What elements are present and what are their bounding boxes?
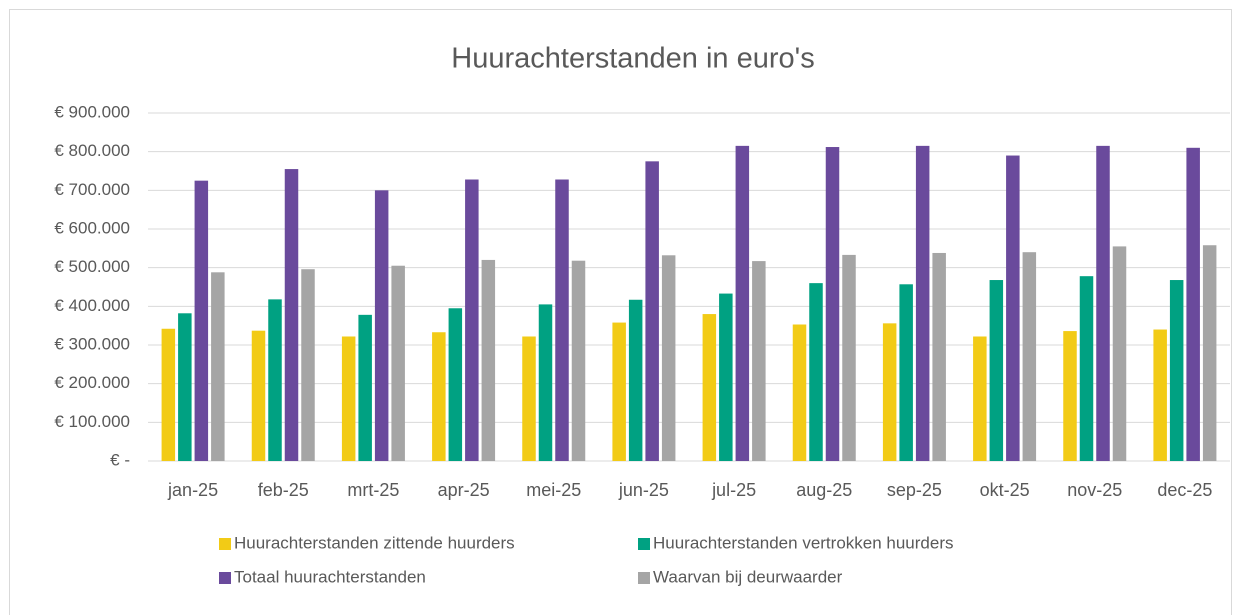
- x-tick-label: feb-25: [258, 480, 309, 500]
- bar: [1006, 155, 1020, 462]
- bar: [432, 332, 446, 461]
- bar: [882, 323, 897, 461]
- bar: [735, 145, 750, 461]
- bar: [571, 260, 586, 461]
- bar: [1022, 252, 1037, 461]
- bar: [809, 283, 823, 461]
- x-tick-label: dec-25: [1157, 480, 1212, 500]
- bar: [973, 336, 987, 461]
- bar: [989, 280, 1004, 461]
- bar: [702, 314, 717, 461]
- bar: [341, 336, 356, 461]
- x-tick-label: nov-25: [1067, 480, 1122, 500]
- bar: [661, 255, 676, 461]
- x-tick-label: okt-25: [980, 480, 1030, 500]
- y-tick-label: € 600.000: [54, 218, 130, 237]
- y-tick-label: € 100.000: [54, 412, 130, 431]
- bar: [251, 330, 266, 461]
- bar: [719, 293, 733, 461]
- bar: [268, 299, 282, 461]
- chart-border: [9, 9, 1232, 615]
- bar: [645, 161, 659, 462]
- bar: [1112, 246, 1127, 461]
- bar: [628, 299, 643, 461]
- bar: [932, 252, 946, 461]
- bar: [522, 336, 536, 461]
- x-tick-label: jul-25: [711, 480, 756, 500]
- bar: [161, 328, 176, 461]
- y-tick-label: € -: [110, 450, 130, 469]
- bar: [538, 304, 553, 461]
- bar: [1186, 147, 1200, 462]
- bar: [358, 314, 372, 461]
- x-tick-label: jun-25: [618, 480, 669, 500]
- bar: [374, 190, 389, 462]
- legend-label: Huurachterstanden zittende huurders: [234, 533, 515, 552]
- bar: [842, 254, 856, 461]
- y-tick-label: € 700.000: [54, 180, 130, 199]
- y-tick-label: € 800.000: [54, 141, 130, 160]
- bar: [178, 313, 192, 461]
- legend-swatch: [638, 572, 650, 584]
- x-tick-label: apr-25: [438, 480, 490, 500]
- bar: [899, 284, 913, 461]
- bar: [301, 269, 315, 461]
- legend-swatch: [219, 572, 231, 584]
- y-tick-label: € 500.000: [54, 257, 130, 276]
- bar: [612, 322, 626, 461]
- y-tick-label: € 300.000: [54, 334, 130, 353]
- bar: [194, 180, 209, 461]
- bar: [555, 179, 569, 462]
- bar: [1169, 280, 1184, 461]
- legend-swatch: [638, 538, 650, 550]
- bar: [1153, 329, 1167, 461]
- x-tick-label: mrt-25: [347, 480, 399, 500]
- bar: [448, 308, 463, 461]
- legend-label: Huurachterstanden vertrokken huurders: [653, 533, 954, 552]
- bar: [465, 179, 479, 462]
- y-tick-label: € 400.000: [54, 296, 130, 315]
- bar: [915, 145, 930, 461]
- bar: [211, 272, 225, 461]
- legend-swatch: [219, 538, 231, 550]
- y-tick-label: € 200.000: [54, 373, 130, 392]
- bar: [792, 324, 807, 461]
- x-tick-label: aug-25: [796, 480, 852, 500]
- bar: [391, 265, 405, 461]
- x-tick-label: mei-25: [526, 480, 581, 500]
- y-tick-label: € 900.000: [54, 102, 130, 121]
- bar: [481, 259, 496, 461]
- x-tick-label: sep-25: [887, 480, 942, 500]
- legend-label: Waarvan bij deurwaarder: [653, 567, 843, 586]
- bar: [1079, 276, 1094, 461]
- bar: [825, 147, 840, 461]
- bar: [284, 169, 299, 462]
- bar: [752, 261, 766, 461]
- bar: [1096, 145, 1110, 461]
- bar: [1063, 331, 1077, 461]
- chart-title: Huurachterstanden in euro's: [451, 43, 814, 75]
- bar: [1202, 245, 1217, 461]
- legend-label: Totaal huurachterstanden: [234, 567, 426, 586]
- x-tick-label: jan-25: [167, 480, 218, 500]
